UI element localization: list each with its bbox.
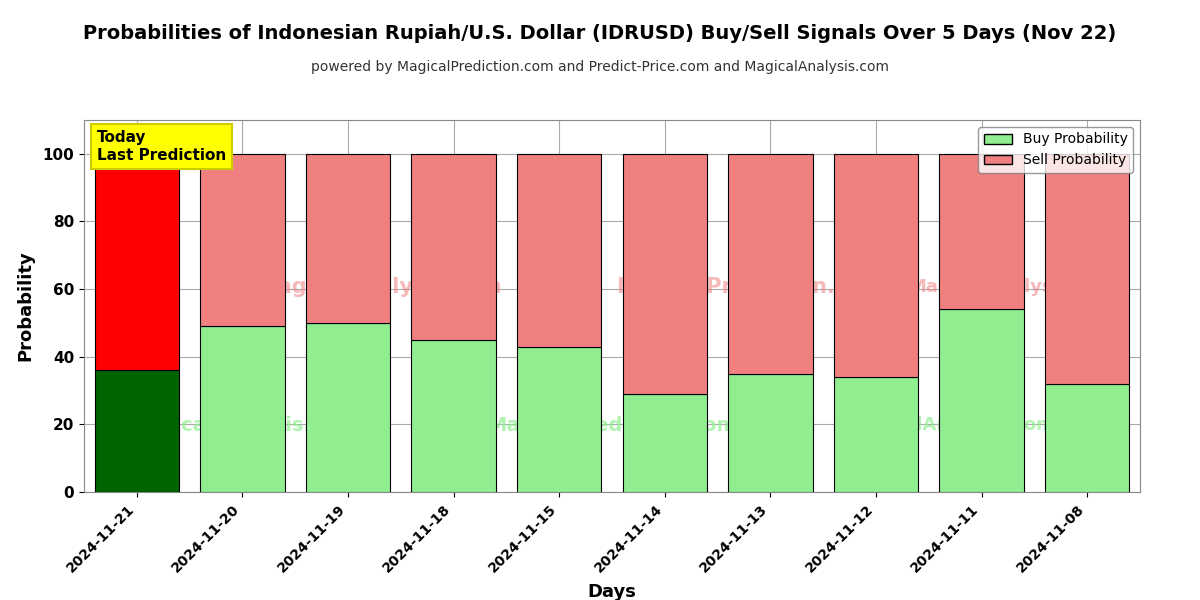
X-axis label: Days: Days [588,583,636,600]
Bar [200,326,284,492]
Text: Probabilities of Indonesian Rupiah/U.S. Dollar (IDRUSD) Buy/Sell Signals Over 5 : Probabilities of Indonesian Rupiah/U.S. … [83,24,1117,43]
Bar [517,347,601,492]
Text: powered by MagicalPrediction.com and Predict-Price.com and MagicalAnalysis.com: powered by MagicalPrediction.com and Pre… [311,60,889,74]
Bar [623,154,707,394]
Text: MagicalPrediction.com: MagicalPrediction.com [487,416,737,434]
Bar [1045,154,1129,384]
Bar [940,154,1024,310]
Bar [1045,384,1129,492]
Bar [95,370,179,492]
Bar [940,310,1024,492]
Text: MagicalPrediction.com: MagicalPrediction.com [616,277,883,298]
Bar [834,377,918,492]
Y-axis label: Probability: Probability [16,251,34,361]
Text: Today
Last Prediction: Today Last Prediction [97,130,226,163]
Bar [306,154,390,323]
Text: MagicalAnalysis.com: MagicalAnalysis.com [845,416,1055,434]
Bar [834,154,918,377]
Text: MagicalAnalysis.com: MagicalAnalysis.com [128,416,356,434]
Bar [95,154,179,370]
Bar [728,374,812,492]
Text: MagicalAnalysis.com: MagicalAnalysis.com [258,277,502,298]
Text: MagicalAnalysis.com: MagicalAnalysis.com [908,278,1118,296]
Bar [623,394,707,492]
Bar [306,323,390,492]
Bar [200,154,284,326]
Bar [728,154,812,374]
Bar [517,154,601,347]
Legend: Buy Probability, Sell Probability: Buy Probability, Sell Probability [978,127,1133,173]
Bar [412,340,496,492]
Bar [412,154,496,340]
